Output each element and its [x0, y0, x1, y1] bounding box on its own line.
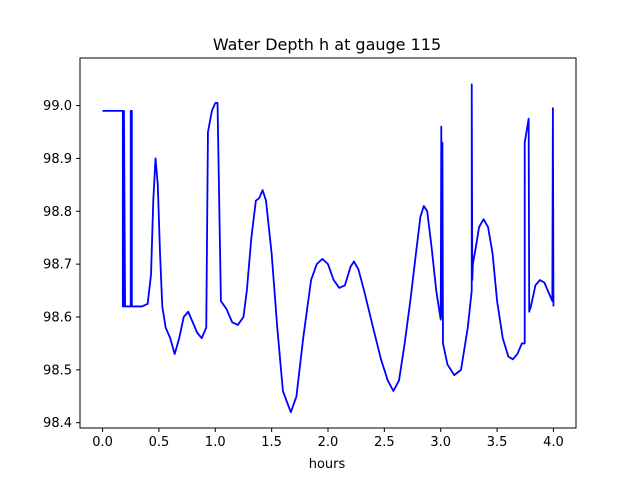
y-tick-label: 98.6 [43, 311, 72, 326]
y-axis: 98.4 98.5 98.6 98.7 98.8 98.9 99.0 [43, 99, 80, 431]
y-tick-label: 98.8 [43, 205, 72, 220]
x-tick-label: 0.5 [149, 435, 170, 450]
x-tick-label: 2.0 [318, 435, 339, 450]
x-tick-label: 0.0 [92, 435, 113, 450]
x-tick-label: 2.5 [374, 435, 395, 450]
y-tick-label: 99.0 [43, 99, 72, 114]
plot-frame [79, 57, 577, 429]
x-tick-label: 1.0 [205, 435, 226, 450]
x-tick-label: 3.0 [430, 435, 451, 450]
x-tick-label: 4.0 [543, 435, 564, 450]
y-tick-label: 98.7 [43, 258, 72, 273]
x-tick-label: 1.5 [261, 435, 282, 450]
chart-title: Water Depth h at gauge 115 [213, 35, 441, 54]
y-tick-label: 98.4 [43, 416, 72, 431]
plot-area [102, 83, 555, 414]
x-axis: 0.0 0.5 1.0 1.5 2.0 2.5 3.0 3.5 4.0 [92, 428, 564, 450]
x-axis-label: hours [309, 457, 346, 472]
y-tick-label: 98.9 [43, 152, 72, 167]
x-tick-label: 3.5 [487, 435, 508, 450]
y-tick-label: 98.5 [43, 363, 72, 378]
series-line-0 [102, 83, 555, 414]
